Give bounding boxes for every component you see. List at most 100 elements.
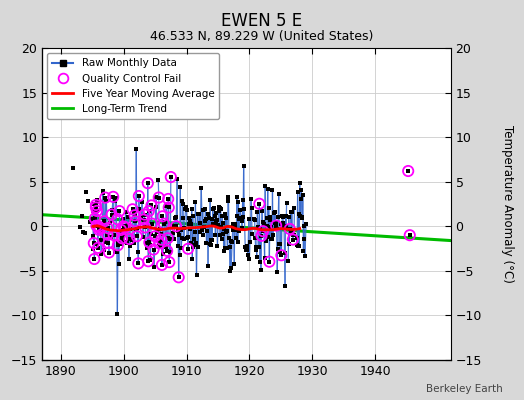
Point <box>183 234 192 240</box>
Point <box>199 232 208 239</box>
Point <box>211 212 219 219</box>
Point <box>216 206 225 212</box>
Point <box>103 232 112 238</box>
Point <box>128 206 137 212</box>
Point <box>231 220 239 227</box>
Point <box>406 232 414 238</box>
Point <box>117 229 126 235</box>
Point <box>210 222 218 228</box>
Point <box>90 240 98 246</box>
Point <box>94 245 102 251</box>
Point <box>135 193 143 199</box>
Point <box>131 218 139 224</box>
Point <box>166 248 174 255</box>
Point <box>272 222 280 229</box>
Point <box>124 222 133 228</box>
Point <box>146 242 154 248</box>
Point <box>105 249 113 256</box>
Point <box>258 208 266 214</box>
Point <box>278 213 287 220</box>
Point <box>122 209 130 216</box>
Point <box>104 225 112 231</box>
Point <box>107 211 116 218</box>
Point <box>205 241 214 248</box>
Point <box>261 238 270 245</box>
Point <box>296 213 304 219</box>
Point <box>195 220 204 227</box>
Point <box>273 269 281 275</box>
Point <box>179 201 187 207</box>
Point <box>277 252 286 258</box>
Point <box>104 240 113 246</box>
Point <box>94 223 103 230</box>
Point <box>150 264 158 270</box>
Point <box>235 216 244 222</box>
Point <box>160 220 168 227</box>
Point <box>144 258 152 264</box>
Point <box>221 244 229 251</box>
Point <box>100 218 108 224</box>
Point <box>180 236 188 242</box>
Text: EWEN 5 E: EWEN 5 E <box>222 12 302 30</box>
Point <box>134 249 142 255</box>
Point <box>192 272 201 278</box>
Point <box>256 258 264 265</box>
Point <box>213 243 222 250</box>
Point <box>237 218 246 224</box>
Point <box>267 236 275 242</box>
Point <box>203 210 212 217</box>
Point <box>157 236 166 243</box>
Point <box>119 233 127 239</box>
Point <box>132 227 140 233</box>
Point <box>84 198 92 204</box>
Point <box>99 188 107 194</box>
Point <box>294 243 302 249</box>
Point <box>105 249 113 256</box>
Point <box>288 208 296 215</box>
Point <box>110 232 118 238</box>
Point <box>268 236 276 243</box>
Point <box>76 224 84 230</box>
Point <box>204 263 212 269</box>
Point <box>108 207 116 213</box>
Point <box>182 207 191 214</box>
Point <box>172 223 180 230</box>
Point <box>165 204 173 211</box>
Point <box>282 200 291 206</box>
Point <box>177 245 185 252</box>
Point <box>200 224 208 230</box>
Point <box>300 236 309 242</box>
Point <box>90 200 99 207</box>
Point <box>100 246 108 253</box>
Point <box>257 233 266 239</box>
Point <box>92 202 100 208</box>
Point <box>222 215 231 221</box>
Point <box>234 199 243 205</box>
Point <box>151 233 159 240</box>
Point <box>252 247 260 253</box>
Point <box>95 225 104 231</box>
Point <box>248 231 256 237</box>
Point <box>95 227 103 233</box>
Point <box>241 244 249 250</box>
Point <box>255 200 264 207</box>
Point <box>285 240 293 247</box>
Point <box>298 214 306 221</box>
Point <box>147 202 156 209</box>
Point <box>257 233 266 239</box>
Point <box>135 206 144 212</box>
Point <box>180 225 189 231</box>
Point <box>206 242 215 248</box>
Point <box>99 189 107 196</box>
Point <box>295 242 303 249</box>
Point <box>135 193 143 199</box>
Point <box>113 310 122 317</box>
Point <box>123 240 131 246</box>
Point <box>163 235 172 242</box>
Point <box>239 162 248 169</box>
Point <box>160 220 168 227</box>
Point <box>215 204 223 210</box>
Point <box>92 222 101 229</box>
Point <box>96 224 104 231</box>
Point <box>275 191 283 197</box>
